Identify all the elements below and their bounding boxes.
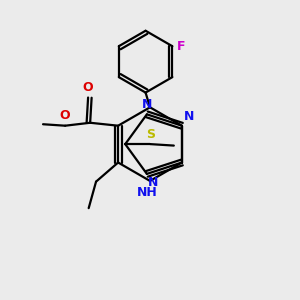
Text: S: S xyxy=(146,128,155,141)
Text: O: O xyxy=(82,81,92,94)
Text: O: O xyxy=(60,109,70,122)
Text: N: N xyxy=(148,176,159,189)
Text: N: N xyxy=(142,98,152,111)
Text: N: N xyxy=(184,110,195,123)
Text: F: F xyxy=(177,40,185,53)
Text: NH: NH xyxy=(137,186,158,199)
